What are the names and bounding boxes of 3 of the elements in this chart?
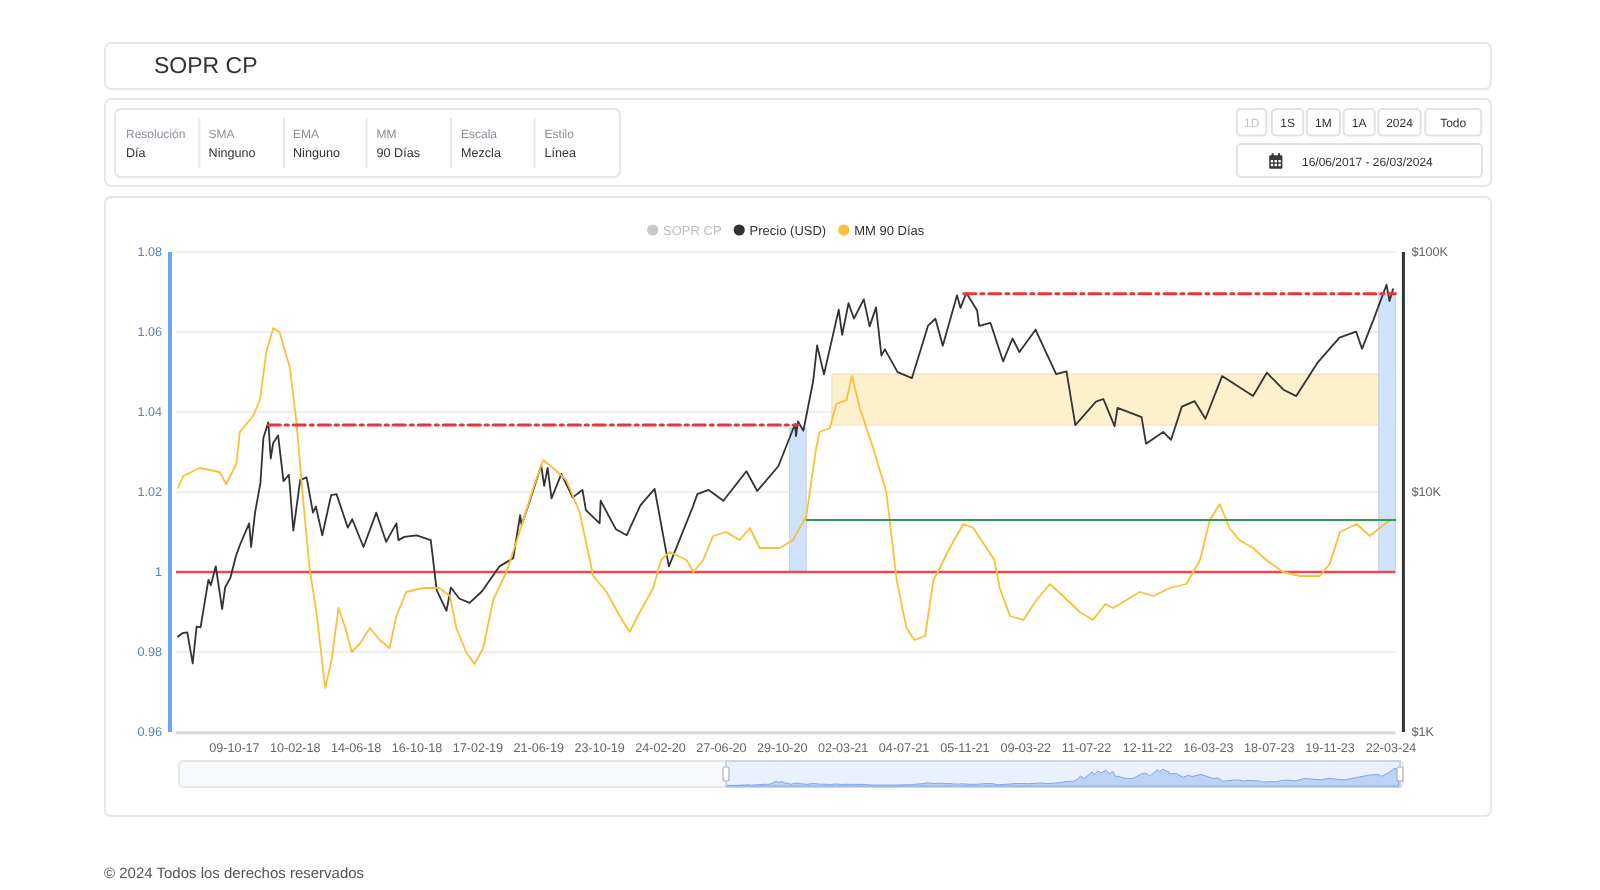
line-series <box>177 327 1394 689</box>
line-series <box>177 283 1394 665</box>
chart-title: SOPR CP <box>154 55 259 80</box>
